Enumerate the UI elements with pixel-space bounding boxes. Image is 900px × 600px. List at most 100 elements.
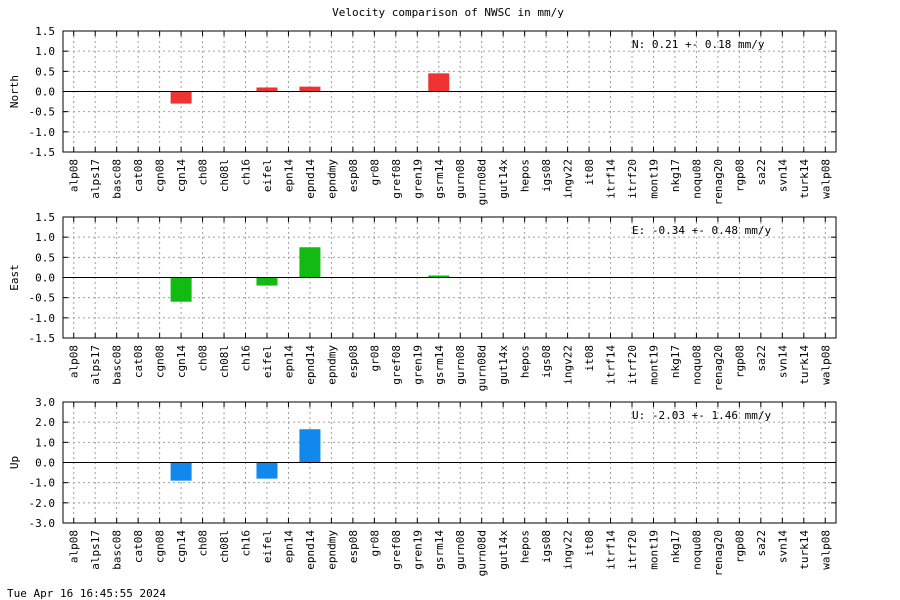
category-label: esp08: [347, 530, 360, 563]
category-label: renag20: [712, 530, 725, 576]
category-label: gref08: [390, 345, 403, 385]
category-label: hepos: [519, 530, 532, 563]
category-label: gurn08d: [476, 530, 489, 576]
category-label: gr08: [368, 159, 381, 186]
bar-up-eifel: [256, 462, 278, 479]
category-label: ch08l: [218, 345, 231, 378]
y-tick-label: 0.5: [35, 251, 55, 264]
category-label: cgn08: [154, 345, 167, 378]
category-label: epndmy: [325, 530, 338, 570]
y-tick-label: 0.5: [35, 65, 55, 78]
category-label: cgn08: [154, 530, 167, 563]
category-label: gut14x: [497, 345, 510, 385]
bar-north-gsrm14: [428, 73, 450, 92]
category-label: gref08: [390, 530, 403, 570]
category-label: ch16: [240, 345, 253, 372]
y-tick-label: -1.0: [29, 312, 56, 325]
category-label: itrf14: [605, 345, 618, 385]
category-label: alp08: [68, 159, 81, 192]
date-stamp: Tue Apr 16 16:45:55 2024: [7, 587, 166, 600]
category-label: basc08: [111, 530, 124, 570]
category-label: rgp08: [733, 530, 746, 563]
y-tick-label: 1.0: [35, 45, 55, 58]
category-label: mont19: [647, 530, 660, 570]
category-label: basc08: [111, 159, 124, 199]
y-tick-label: 1.5: [35, 25, 55, 38]
category-label: turk14: [798, 530, 811, 570]
category-label: gut14x: [497, 530, 510, 570]
category-label: cgn14: [175, 530, 188, 563]
bar-north-cgn14: [170, 91, 192, 104]
panel-east: -1.5 -1.0 -0.5 0.0 0.5 1.0 1.5 alp08 alps17 basc0…: [8, 211, 837, 391]
category-label: gurn08: [454, 345, 467, 385]
category-label: svn14: [776, 345, 789, 378]
category-label: epndmy: [325, 345, 338, 385]
y-tick-label: -1.0: [29, 126, 56, 139]
y-tick-label: 2.0: [35, 416, 55, 429]
category-label: alps17: [89, 345, 102, 385]
category-label: epn14: [282, 159, 295, 192]
category-label: gurn08: [454, 159, 467, 199]
y-axis-label: East: [8, 264, 21, 291]
category-label: ch08l: [218, 159, 231, 192]
category-label: cgn14: [175, 345, 188, 378]
category-label: igs08: [540, 530, 553, 563]
category-label: gsrm14: [433, 345, 446, 385]
panel-up: -3.0 -2.0 -1.0 0.0 1.0 2.0 3.0 alp08 alps17 basc0…: [8, 396, 837, 576]
category-label: gref08: [390, 159, 403, 199]
panel-north: -1.5 -1.0 -0.5 0.0 0.5 1.0 1.5 alp08 alps17 basc0…: [8, 25, 837, 205]
bar-north-eifel: [256, 87, 278, 92]
category-label: ingv22: [562, 345, 575, 385]
y-tick-label: -3.0: [29, 517, 56, 530]
bar-east-eifel: [256, 277, 278, 286]
category-label: noqu08: [690, 159, 703, 199]
y-tick-label: -1.0: [29, 477, 56, 490]
category-label: renag20: [712, 159, 725, 205]
category-label: gren19: [411, 345, 424, 385]
category-label: ch16: [240, 159, 253, 186]
stat-annotation: U: -2.03 +- 1.46 mm/y: [632, 409, 771, 422]
category-label: cat08: [132, 159, 145, 192]
category-label: mont19: [647, 345, 660, 385]
category-label: gurn08d: [476, 159, 489, 205]
y-tick-label: -2.0: [29, 497, 56, 510]
y-tick-label: 1.0: [35, 436, 55, 449]
category-label: itrf20: [626, 345, 639, 385]
category-label: gren19: [411, 159, 424, 199]
category-label: it08: [583, 530, 596, 557]
stat-annotation: N: 0.21 +- 0.18 mm/y: [632, 38, 765, 51]
category-label: epnd14: [304, 159, 317, 199]
category-label: turk14: [798, 345, 811, 385]
bar-east-cgn14: [170, 277, 192, 302]
category-label: gurn08d: [476, 345, 489, 391]
category-label: nkg17: [669, 345, 682, 378]
category-label: ch08: [197, 159, 210, 186]
category-label: gr08: [368, 530, 381, 557]
category-label: gr08: [368, 345, 381, 372]
chart-panels: -1.5 -1.0 -0.5 0.0 0.5 1.0 1.5 alp08 alps17 basc0…: [8, 25, 837, 576]
category-label: epnd14: [304, 345, 317, 385]
category-label: eifel: [261, 159, 274, 192]
category-label: rgp08: [733, 345, 746, 378]
bar-up-epnd14: [299, 429, 321, 463]
category-label: walp08: [819, 345, 832, 385]
y-tick-label: 0.0: [35, 457, 55, 470]
category-label: ingv22: [562, 159, 575, 199]
y-tick-label: 0.0: [35, 86, 55, 99]
category-label: ch08: [197, 345, 210, 372]
category-label: sa22: [755, 345, 768, 372]
category-label: basc08: [111, 345, 124, 385]
category-label: ch08: [197, 530, 210, 557]
category-label: epndmy: [325, 159, 338, 199]
category-label: esp08: [347, 345, 360, 378]
category-label: sa22: [755, 159, 768, 186]
category-label: eifel: [261, 345, 274, 378]
category-label: igs08: [540, 159, 553, 192]
category-label: cat08: [132, 530, 145, 563]
category-label: itrf20: [626, 530, 639, 570]
y-tick-label: 1.0: [35, 231, 55, 244]
category-label: ch16: [240, 530, 253, 557]
category-label: noqu08: [690, 530, 703, 570]
category-label: gsrm14: [433, 530, 446, 570]
